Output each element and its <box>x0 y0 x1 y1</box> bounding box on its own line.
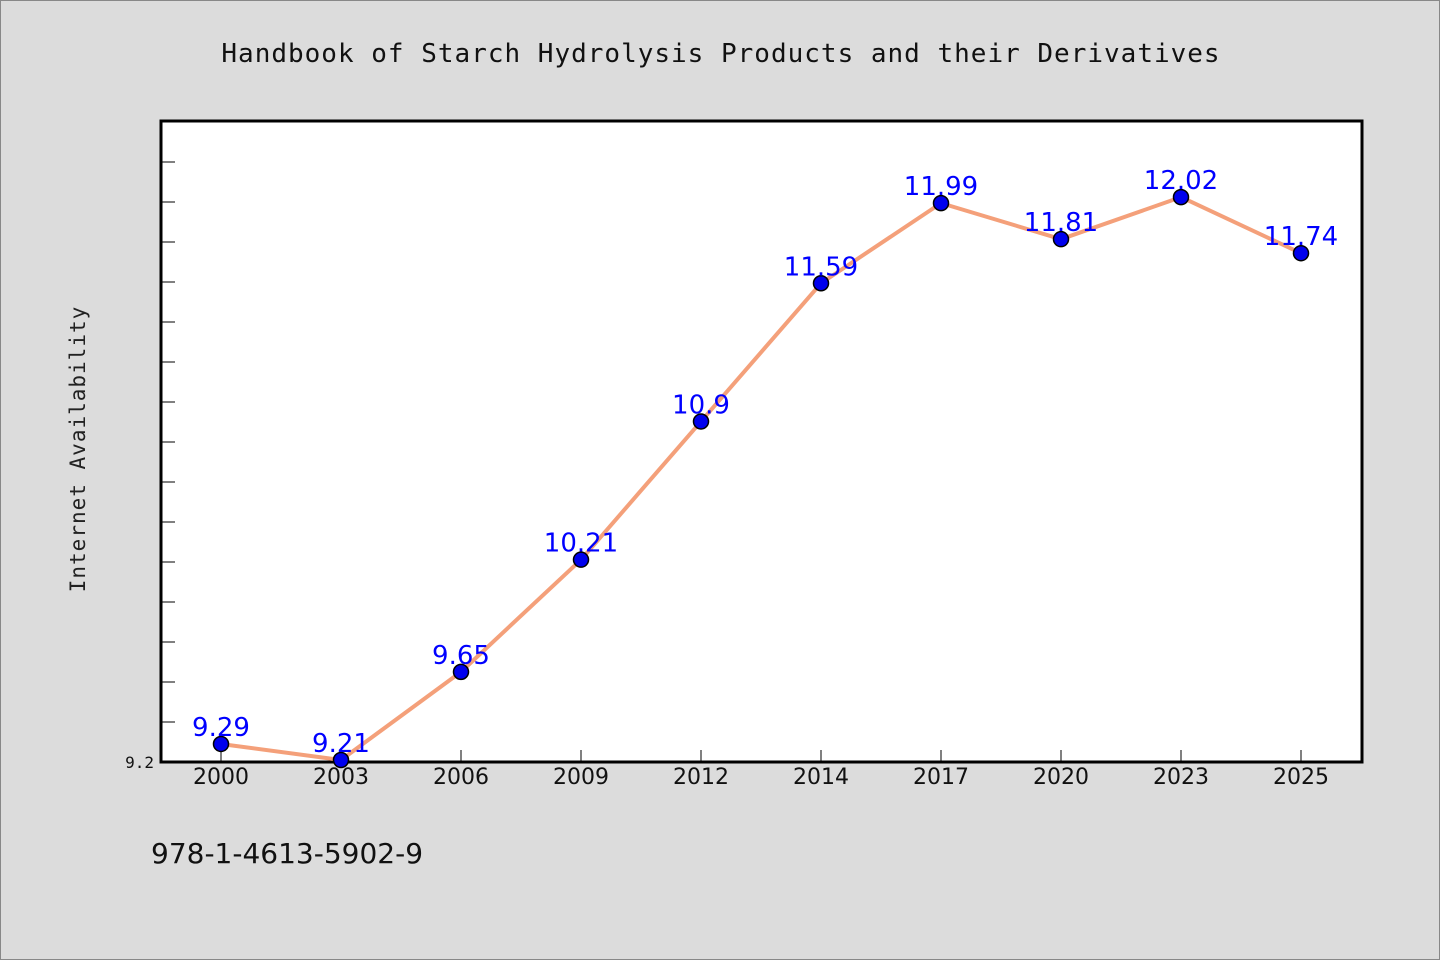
data-point <box>812 275 830 292</box>
data-label: 9.21 <box>312 729 370 759</box>
x-tick-label: 2014 <box>793 765 849 790</box>
data-label: 11.99 <box>904 172 978 202</box>
y-axis-label: Internet Availability <box>66 306 90 593</box>
series-markers <box>212 188 1310 769</box>
data-point <box>332 751 350 769</box>
y-tick-labels: 9.2 <box>125 753 154 772</box>
data-label: 9.65 <box>432 641 490 671</box>
data-point <box>212 735 230 753</box>
x-tick-label: 2012 <box>673 765 729 790</box>
plot-area <box>159 119 1364 764</box>
data-point <box>692 413 710 430</box>
x-tick-label: 2009 <box>553 765 609 790</box>
x-tick-label: 2017 <box>913 765 969 790</box>
x-tick-label: 2000 <box>193 765 249 790</box>
x-tick-label: 2006 <box>433 765 489 790</box>
data-point <box>1292 244 1310 262</box>
data-label: 12.02 <box>1144 166 1218 196</box>
y-axis-minor-ticks <box>161 161 175 723</box>
y-tick-label: 9.2 <box>125 753 154 772</box>
x-tick-label: 2020 <box>1033 765 1089 790</box>
data-point <box>572 551 590 568</box>
data-label: 11.59 <box>784 252 858 282</box>
x-tick-labels: 2000 2003 2006 2009 2012 2014 2017 2020 2023 2025 <box>193 765 1329 790</box>
x-tick-label: 2003 <box>313 765 369 790</box>
data-label: 11.74 <box>1264 222 1338 252</box>
data-label: 10.21 <box>544 529 618 559</box>
series-line <box>219 195 1303 762</box>
isbn-annotation: 978-1-4613-5902-9 <box>151 837 423 870</box>
data-label: 11.81 <box>1024 208 1098 238</box>
series-lines <box>219 195 1303 762</box>
data-label: 10.9 <box>672 390 730 420</box>
x-tick-label: 2025 <box>1273 765 1329 790</box>
x-tick-label: 2023 <box>1153 765 1209 790</box>
data-point <box>1172 188 1190 206</box>
data-labels: 9.29 9.21 9.65 10.21 10.9 11.59 11.99 11.81 12.0… <box>192 166 1338 759</box>
data-point <box>1052 230 1070 248</box>
data-point <box>452 663 470 681</box>
chart-title: Handbook of Starch Hydrolysis Products a… <box>221 39 1220 69</box>
data-label: 9.29 <box>192 713 250 743</box>
data-point <box>932 194 950 212</box>
